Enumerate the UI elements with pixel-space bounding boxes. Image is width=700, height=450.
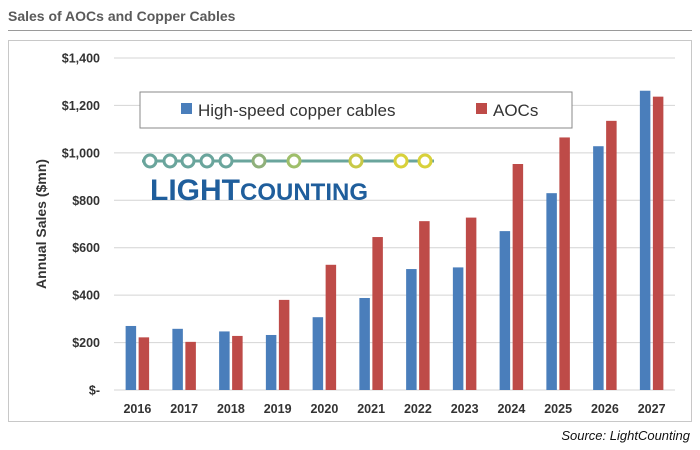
legend-swatch-aoc xyxy=(476,103,487,114)
logo-chain-link xyxy=(218,153,234,169)
lightcounting-logo: LIGHTCOUNTING xyxy=(142,153,434,207)
bar-copper-2025 xyxy=(546,193,557,390)
x-tick-label: 2023 xyxy=(451,402,479,416)
logo-wordmark: LIGHTCOUNTING xyxy=(150,174,368,207)
x-tick-label: 2018 xyxy=(217,402,245,416)
x-tick-label: 2020 xyxy=(310,402,338,416)
logo-text-light: LIGHT xyxy=(150,174,240,207)
bar-aoc-2017 xyxy=(185,341,196,390)
bar-aoc-2018 xyxy=(232,335,243,390)
bar-aoc-2019 xyxy=(278,299,290,390)
bar-aoc-2021 xyxy=(372,237,383,390)
bar-copper-2024 xyxy=(499,231,511,390)
logo-text-counting: COUNTING xyxy=(240,179,368,206)
bar-aoc-2025 xyxy=(559,137,570,390)
x-tick-label: 2017 xyxy=(170,402,198,416)
bar-copper-2016 xyxy=(125,325,137,390)
logo-chain-link xyxy=(199,153,215,169)
title-divider xyxy=(8,30,692,31)
bar-copper-2020 xyxy=(312,317,324,390)
x-tick-label: 2016 xyxy=(123,402,151,416)
y-tick-label: $400 xyxy=(72,289,100,303)
bar-copper-2023 xyxy=(452,267,464,390)
x-tick-label: 2025 xyxy=(544,402,572,416)
legend-box xyxy=(139,91,573,129)
x-tick-label: 2024 xyxy=(497,402,525,416)
bars xyxy=(125,90,664,391)
x-tick-label: 2019 xyxy=(264,402,292,416)
bar-copper-2019 xyxy=(265,334,277,390)
y-tick-label: $800 xyxy=(72,194,100,208)
legend-label-copper: High-speed copper cables xyxy=(198,101,396,120)
bar-copper-2017 xyxy=(172,328,183,390)
y-axis-label: Annual Sales ($mn) xyxy=(33,159,49,289)
x-tick-label: 2027 xyxy=(638,402,666,416)
bar-copper-2018 xyxy=(219,331,230,390)
bar-copper-2027 xyxy=(639,90,651,391)
bar-aoc-2016 xyxy=(138,337,150,390)
x-tick-label: 2022 xyxy=(404,402,432,416)
logo-chain-link xyxy=(251,153,267,169)
bar-aoc-2027 xyxy=(652,96,664,390)
y-tick-label: $1,400 xyxy=(62,52,100,66)
logo-chain-link xyxy=(393,153,409,169)
logo-chain-link xyxy=(348,153,364,169)
y-axis-ticks: $- $200 $400 $600 $800 $1,000 $1,200 $1,400 xyxy=(62,52,100,398)
bar-aoc-2023 xyxy=(465,217,477,390)
y-tick-label: $1,200 xyxy=(62,99,100,113)
y-tick-label: $200 xyxy=(72,336,100,350)
bar-aoc-2022 xyxy=(419,221,430,390)
bar-aoc-2024 xyxy=(512,164,524,390)
bar-copper-2021 xyxy=(359,297,370,390)
y-tick-label: $1,000 xyxy=(62,146,100,160)
x-tick-label: 2021 xyxy=(357,402,385,416)
logo-chain-link xyxy=(286,153,302,169)
bar-copper-2022 xyxy=(406,269,417,390)
bar-copper-2026 xyxy=(593,146,604,390)
x-tick-label: 2026 xyxy=(591,402,619,416)
x-axis-ticks: 2016 2017 2018 2019 2020 2021 2022 2023 2024 2025… xyxy=(123,402,665,416)
y-tick-label: $600 xyxy=(72,241,100,255)
logo-chain-link xyxy=(417,153,433,169)
legend-label-aoc: AOCs xyxy=(493,101,538,120)
logo-chain-link xyxy=(142,153,158,169)
bar-aoc-2020 xyxy=(325,264,337,390)
bar-aoc-2026 xyxy=(606,120,617,390)
y-tick-label: $- xyxy=(89,384,100,398)
logo-chain-icon xyxy=(142,153,434,169)
logo-chain-link xyxy=(180,153,196,169)
logo-chain-link xyxy=(162,153,178,169)
legend: High-speed copper cables AOCs xyxy=(139,91,573,129)
chart-title: Sales of AOCs and Copper Cables xyxy=(8,8,236,24)
legend-swatch-copper xyxy=(181,103,192,114)
source-note: Source: LightCounting xyxy=(561,428,690,443)
